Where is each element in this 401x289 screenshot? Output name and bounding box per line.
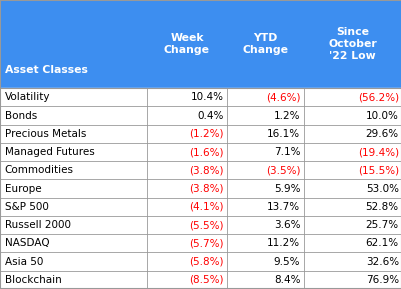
Text: 11.2%: 11.2% bbox=[267, 238, 300, 248]
Bar bbox=[0, 88, 401, 289]
Text: (5.8%): (5.8%) bbox=[189, 257, 223, 267]
Text: S&P 500: S&P 500 bbox=[5, 202, 49, 212]
Text: 62.1%: 62.1% bbox=[365, 238, 398, 248]
Text: Precious Metals: Precious Metals bbox=[5, 129, 86, 139]
Text: (19.4%): (19.4%) bbox=[357, 147, 398, 157]
Text: 3.6%: 3.6% bbox=[273, 220, 300, 230]
Text: 10.0%: 10.0% bbox=[365, 110, 398, 121]
Text: 1.2%: 1.2% bbox=[273, 110, 300, 121]
Text: 53.0%: 53.0% bbox=[365, 184, 398, 194]
Text: 9.5%: 9.5% bbox=[273, 257, 300, 267]
Text: (8.5%): (8.5%) bbox=[189, 275, 223, 285]
Text: Asset Classes: Asset Classes bbox=[5, 65, 87, 75]
Text: 32.6%: 32.6% bbox=[365, 257, 398, 267]
Text: (3.5%): (3.5%) bbox=[265, 165, 300, 175]
Text: 76.9%: 76.9% bbox=[365, 275, 398, 285]
Text: Volatility: Volatility bbox=[5, 92, 50, 102]
Text: (56.2%): (56.2%) bbox=[357, 92, 398, 102]
Text: (4.1%): (4.1%) bbox=[189, 202, 223, 212]
Text: 10.4%: 10.4% bbox=[190, 92, 223, 102]
Text: 13.7%: 13.7% bbox=[267, 202, 300, 212]
Text: NASDAQ: NASDAQ bbox=[5, 238, 49, 248]
Text: Europe: Europe bbox=[5, 184, 41, 194]
Text: (5.7%): (5.7%) bbox=[189, 238, 223, 248]
Text: 8.4%: 8.4% bbox=[273, 275, 300, 285]
Text: (1.6%): (1.6%) bbox=[189, 147, 223, 157]
Text: (1.2%): (1.2%) bbox=[189, 129, 223, 139]
Text: 7.1%: 7.1% bbox=[273, 147, 300, 157]
Text: Bonds: Bonds bbox=[5, 110, 37, 121]
Text: (5.5%): (5.5%) bbox=[189, 220, 223, 230]
Text: 5.9%: 5.9% bbox=[273, 184, 300, 194]
Text: YTD
Change: YTD Change bbox=[242, 33, 288, 55]
Text: (15.5%): (15.5%) bbox=[357, 165, 398, 175]
Text: 0.4%: 0.4% bbox=[197, 110, 223, 121]
Text: (3.8%): (3.8%) bbox=[189, 184, 223, 194]
Text: 29.6%: 29.6% bbox=[365, 129, 398, 139]
Text: 16.1%: 16.1% bbox=[267, 129, 300, 139]
Text: Week
Change: Week Change bbox=[164, 33, 209, 55]
Text: 25.7%: 25.7% bbox=[365, 220, 398, 230]
Text: (3.8%): (3.8%) bbox=[189, 165, 223, 175]
Text: Managed Futures: Managed Futures bbox=[5, 147, 94, 157]
Text: Blockchain: Blockchain bbox=[5, 275, 61, 285]
Text: (4.6%): (4.6%) bbox=[265, 92, 300, 102]
Text: Russell 2000: Russell 2000 bbox=[5, 220, 71, 230]
Text: Since
October
'22 Low: Since October '22 Low bbox=[328, 27, 376, 61]
Text: Commodities: Commodities bbox=[5, 165, 74, 175]
Text: Asia 50: Asia 50 bbox=[5, 257, 43, 267]
Text: 52.8%: 52.8% bbox=[365, 202, 398, 212]
